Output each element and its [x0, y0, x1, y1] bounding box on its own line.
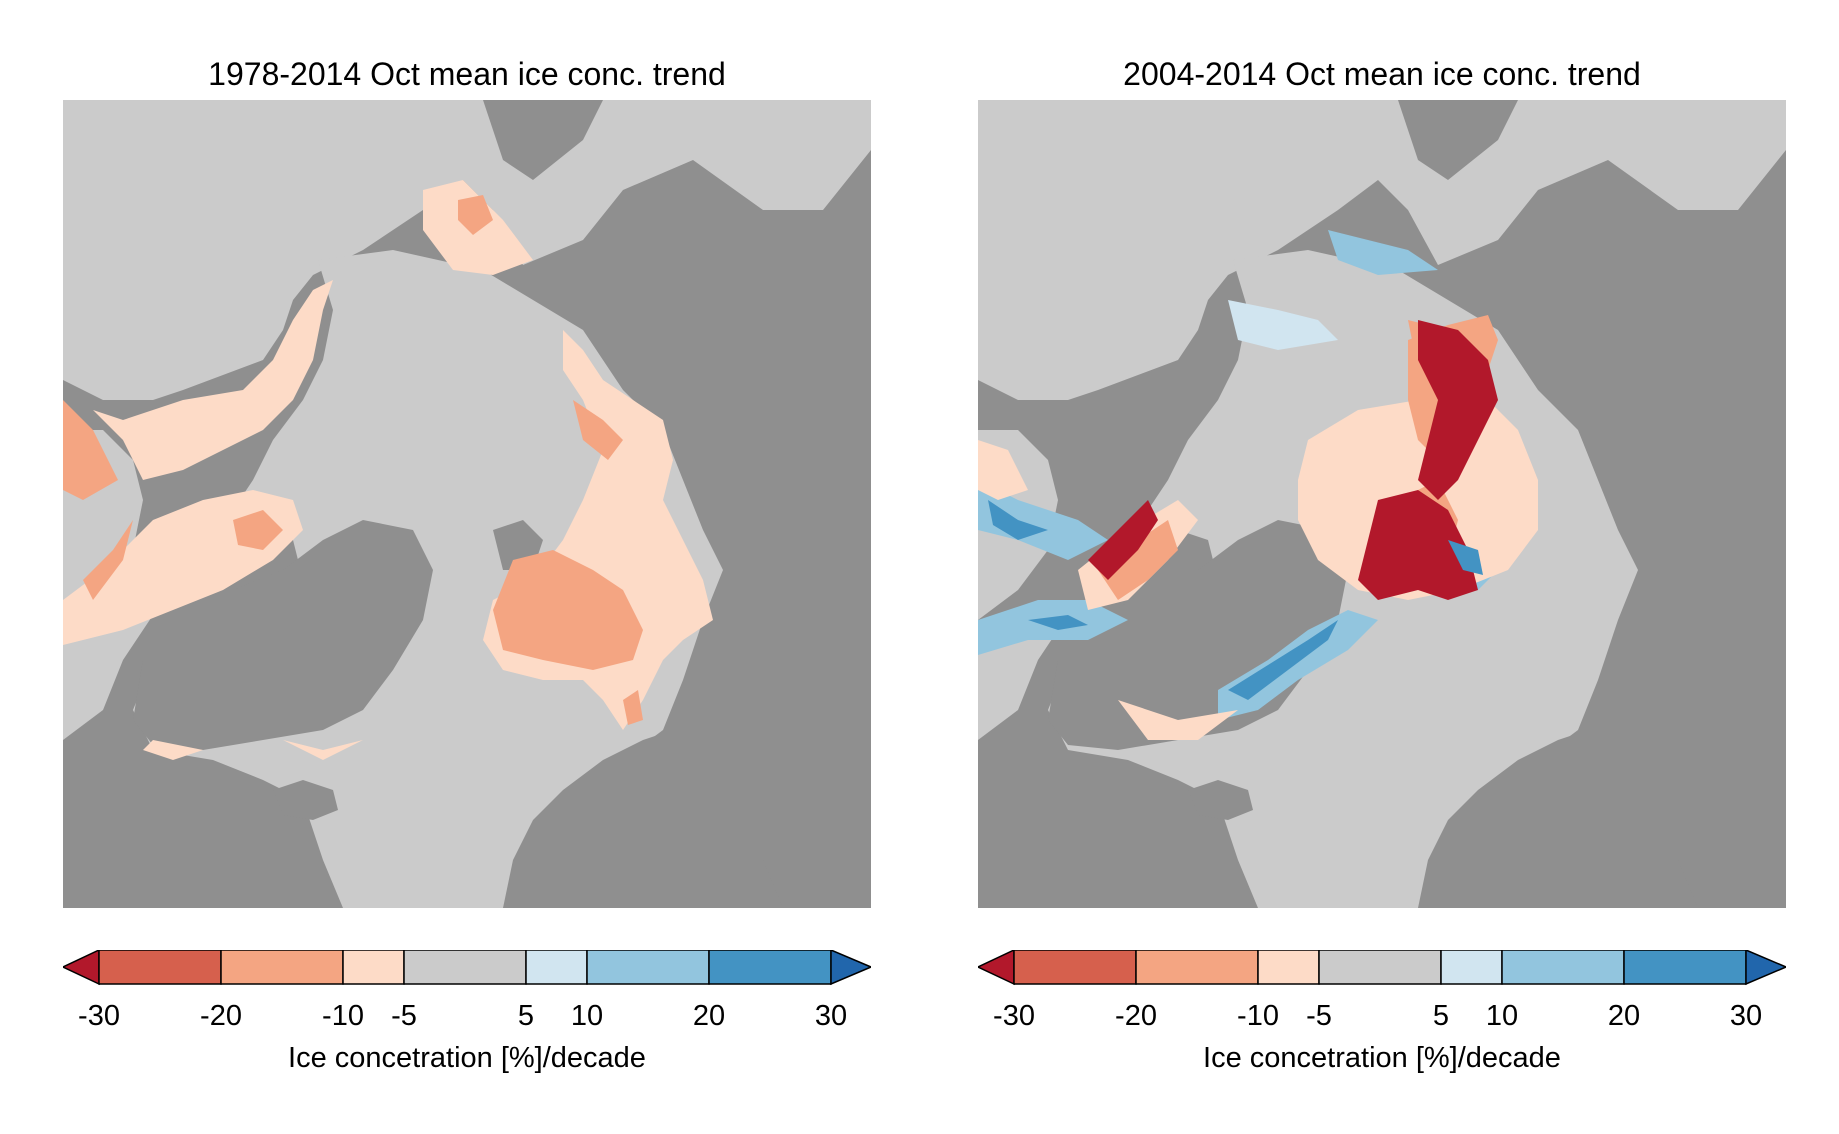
colorbar-segment	[1013, 950, 1137, 985]
trend-minus20-minus10	[233, 510, 283, 550]
trend-plus10-plus20	[1328, 230, 1438, 275]
colorbar-arrow-min	[978, 950, 1015, 986]
scandinavia-land	[503, 730, 783, 908]
trend-minus10-minus5	[1118, 700, 1238, 740]
trend-minus20-minus10	[493, 550, 643, 670]
colorbar-segment	[525, 950, 588, 985]
colorbar-tick-label: 30	[1729, 1000, 1763, 1032]
ocean-region	[63, 100, 871, 400]
colorbar-arrow-max	[830, 950, 871, 986]
colorbar-segment	[1501, 950, 1625, 985]
trend-minus20-minus10	[458, 195, 493, 235]
colorbar-segment	[342, 950, 405, 985]
trend-minus10-minus5	[143, 740, 203, 760]
trend-plus10-plus20	[978, 480, 1108, 560]
colorbar-segment	[220, 950, 344, 985]
trend-plus20-plus30	[1228, 620, 1338, 700]
trend-minus20-minus10	[83, 520, 133, 600]
colorbar-graphic	[978, 950, 1786, 986]
colorbar-tick-label: 20	[1607, 1000, 1641, 1032]
colorbar-tick-label: 5	[1432, 1000, 1450, 1032]
colorbar-tick-label: 10	[1485, 1000, 1519, 1032]
colorbar-tick-label: 10	[570, 1000, 604, 1032]
colorbar-segment	[403, 950, 527, 985]
map-panel-left	[63, 100, 871, 908]
map-panel-right	[978, 100, 1786, 908]
trend-below-minus30	[1418, 320, 1498, 500]
ocean-region	[978, 100, 1786, 400]
colorbar-left: -30 -20 -10 -5 5 10 20 30 Ice concetrati…	[63, 950, 871, 1074]
iceland-land	[1188, 780, 1253, 820]
colorbar-tick-label: 5	[517, 1000, 535, 1032]
colorbar-segment	[1135, 950, 1259, 985]
greenland-land	[133, 520, 433, 750]
colorbar-segment	[586, 950, 710, 985]
colorbar-tick-label: -10	[1237, 1000, 1279, 1032]
colorbar-tick-label: 30	[814, 1000, 848, 1032]
colorbar-tick-label: -5	[1306, 1000, 1332, 1032]
trend-minus10-minus5	[63, 280, 333, 480]
colorbar-segment	[1318, 950, 1442, 985]
colorbar-segment	[708, 950, 832, 985]
trend-minus20-minus10	[623, 690, 643, 725]
colorbar-tick-label: -20	[1115, 1000, 1157, 1032]
colorbar-segment	[1623, 950, 1747, 985]
colorbar-segment	[98, 950, 222, 985]
colorbar-segment	[1257, 950, 1320, 985]
trend-minus20-minus10	[573, 400, 623, 460]
colorbar-tick-label: -5	[391, 1000, 417, 1032]
iceland-land	[273, 780, 338, 820]
trend-minus10-minus5	[283, 740, 363, 760]
trend-minus10-minus5	[978, 440, 1028, 500]
scandinavia-land	[1418, 730, 1698, 908]
trend-below-minus30	[1358, 490, 1478, 600]
colorbar-title: Ice concetration [%]/decade	[1203, 1042, 1561, 1074]
colorbar-tick-label: 20	[692, 1000, 726, 1032]
colorbar-tick-label: -30	[993, 1000, 1035, 1032]
trend-plus20-plus30	[1448, 540, 1483, 575]
trend-plus20-plus30	[1028, 615, 1088, 630]
colorbar-tick-label: -10	[322, 1000, 364, 1032]
panel-title-right: 2004-2014 Oct mean ice conc. trend	[1123, 56, 1641, 92]
colorbar-tick-label: -30	[78, 1000, 120, 1032]
colorbar-title: Ice concetration [%]/decade	[288, 1042, 646, 1074]
trend-plus20-plus30	[988, 500, 1048, 540]
trend-minus20-minus10	[63, 400, 118, 500]
colorbar-arrow-min	[63, 950, 100, 986]
arctic-map-right	[978, 100, 1786, 908]
colorbar-tick-label: -20	[200, 1000, 242, 1032]
arctic-map-left	[63, 100, 871, 908]
colorbar-right: -30 -20 -10 -5 5 10 20 30 Ice concetrati…	[978, 950, 1786, 1074]
colorbar-arrow-max	[1745, 950, 1786, 986]
trend-below-minus30	[1088, 500, 1158, 580]
colorbar-graphic	[63, 950, 871, 986]
colorbar-segment	[1440, 950, 1503, 985]
trend-plus5-plus10	[1228, 300, 1338, 350]
panel-title-left: 1978-2014 Oct mean ice conc. trend	[208, 56, 726, 92]
trend-minus20-minus10	[1098, 520, 1178, 600]
